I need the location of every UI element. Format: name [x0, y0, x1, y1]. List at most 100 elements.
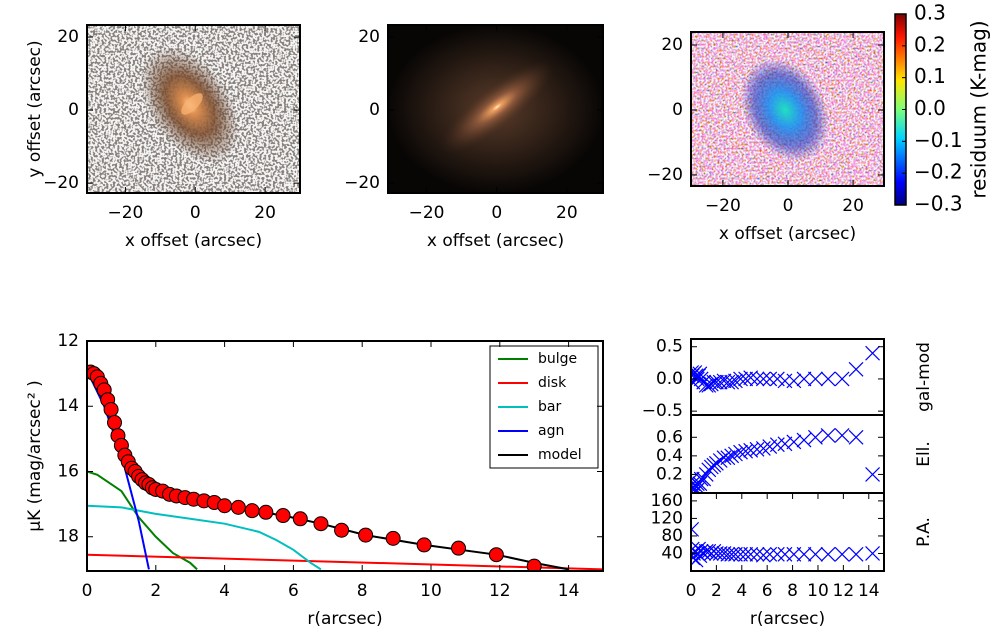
x-marker: [712, 453, 728, 468]
data-point: [358, 527, 374, 543]
x-marker: [786, 434, 802, 450]
x-axis-label: x offset (arcsec): [125, 231, 262, 251]
y-tick-label: 0.4: [656, 446, 683, 466]
x-marker: [777, 436, 793, 452]
x-marker: [743, 442, 759, 458]
y-tick-label: 120: [651, 508, 683, 528]
x-tick-label: 4: [219, 581, 230, 601]
data-point: [275, 508, 291, 524]
y-tick-label: 0.2: [656, 464, 683, 484]
data-point: [217, 498, 233, 514]
data-point: [416, 537, 432, 553]
x-tick-label: 0: [82, 581, 93, 601]
x-marker: [848, 546, 864, 562]
x-marker: [796, 546, 812, 562]
data-point: [488, 547, 504, 563]
x-marker: [820, 371, 836, 387]
y-axis-label: Ell.: [914, 441, 934, 467]
axes-frame: [690, 492, 885, 572]
x-tick-label: 0: [491, 203, 502, 223]
y-tick-label: 0: [672, 100, 683, 120]
y-tick-label: 0.5: [656, 337, 683, 357]
y-tick-label: 40: [661, 543, 683, 563]
x-tick-label: 14: [558, 581, 580, 601]
x-axis-label: r(arcsec): [307, 609, 382, 629]
x-tick-label: 12: [833, 581, 855, 601]
x-marker: [724, 448, 740, 464]
x-marker: [755, 547, 771, 563]
x-tick-label: 20: [842, 196, 864, 216]
y-tick-label: 160: [651, 491, 683, 511]
x-marker: [848, 361, 864, 377]
axes-frame: [387, 24, 604, 194]
x-marker: [698, 467, 714, 482]
axes-frame: [86, 340, 604, 572]
data-point: [451, 540, 467, 556]
x-marker: [834, 428, 850, 443]
x-marker: [762, 371, 778, 387]
data-point: [292, 511, 308, 527]
x-marker: [769, 437, 785, 453]
x-marker: [712, 374, 728, 390]
x-marker: [698, 377, 714, 393]
x-marker: [865, 546, 880, 561]
x-marker: [820, 428, 836, 443]
y-tick-label: −20: [344, 173, 380, 193]
x-marker: [749, 546, 765, 562]
x-axis-label: x offset (arcsec): [719, 224, 856, 244]
data-point: [103, 402, 119, 418]
legend-label: bar: [538, 399, 561, 415]
data-point: [258, 504, 274, 520]
y-tick-label: −20: [647, 165, 683, 185]
x-marker: [738, 546, 754, 562]
x-marker: [808, 371, 823, 387]
plot-area: [87, 364, 603, 571]
axes-frame: [690, 31, 885, 187]
data-point: [526, 558, 542, 571]
x-tick-label: 0: [686, 581, 697, 601]
line-series: [87, 553, 603, 571]
y-tick-label: 20: [358, 27, 380, 47]
x-marker: [701, 377, 717, 393]
y-tick-label: 0: [68, 100, 79, 120]
colorbar-tick-label: 0.2: [914, 32, 946, 56]
y-tick-label: 0.6: [656, 427, 683, 447]
x-axis-label: r(arcsec): [750, 609, 825, 629]
x-marker: [728, 446, 743, 462]
x-marker: [749, 441, 765, 457]
colorbar-frame: [894, 13, 907, 206]
x-marker: [755, 441, 771, 456]
x-tick-label: 12: [489, 581, 511, 601]
x-marker: [834, 546, 850, 562]
x-marker: [796, 432, 812, 448]
colorbar: [895, 14, 906, 205]
colorbar-tick-label: 0.1: [914, 64, 946, 88]
legend-label: agn: [538, 423, 564, 439]
x-marker: [848, 429, 864, 445]
colorbar-label: residuum (K-mag): [967, 20, 991, 198]
x-marker: [738, 371, 754, 387]
x-marker: [865, 345, 880, 361]
data-point: [107, 415, 123, 431]
data-point: [385, 530, 401, 546]
y-axis-label: gal-mod: [914, 342, 934, 412]
x-marker: [720, 450, 736, 466]
legend-label: model: [538, 447, 582, 463]
x-marker: [696, 471, 712, 487]
plot-area: [691, 428, 880, 493]
x-marker: [820, 546, 836, 562]
y-tick-label: 20: [661, 35, 683, 55]
x-tick-label: 20: [254, 203, 276, 223]
plot-area: [691, 521, 880, 568]
data-point: [244, 503, 260, 519]
data-point: [334, 522, 350, 538]
colorbar-tick-label: 0.0: [914, 96, 946, 120]
x-marker: [728, 373, 743, 389]
x-tick-label: 8: [787, 581, 798, 601]
y-tick-label: 0: [369, 100, 380, 120]
y-axis-label: μK (mag/arcsec² ): [25, 380, 45, 531]
data-point: [313, 516, 329, 532]
y-axis-label: y offset (arcsec): [25, 40, 45, 177]
colorbar-tick-label: −0.1: [914, 128, 963, 152]
